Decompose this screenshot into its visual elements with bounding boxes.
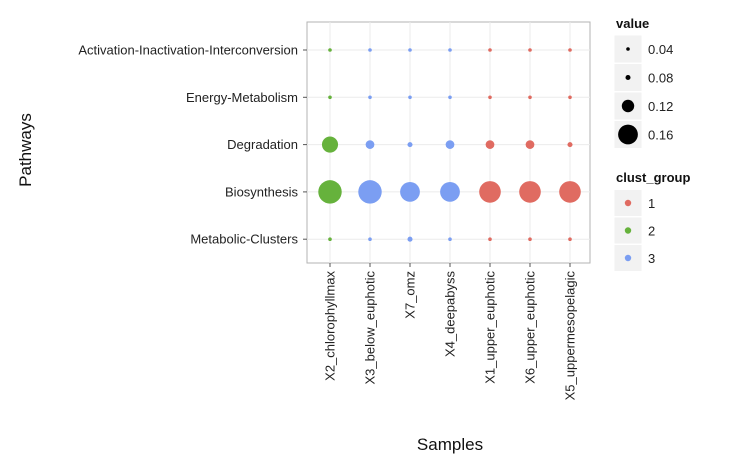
data-point (408, 48, 412, 52)
data-point (488, 237, 492, 241)
size-legend-point (618, 124, 638, 145)
color-legend-point (624, 254, 632, 262)
y-tick-label: Energy-Metabolism (186, 90, 298, 105)
size-legend-label: 0.12 (648, 99, 673, 114)
data-point (568, 237, 572, 241)
color-legend-label: 2 (648, 224, 655, 239)
color-legend-point (624, 227, 632, 234)
data-point (407, 142, 413, 148)
color-legend-point (624, 199, 632, 207)
data-point (358, 180, 382, 204)
size-legend-label: 0.08 (648, 71, 673, 86)
data-point (567, 142, 573, 148)
data-point (559, 181, 581, 203)
data-point (440, 182, 460, 202)
data-point (568, 48, 572, 52)
size-legend-title: value (616, 16, 649, 31)
data-point (488, 95, 492, 100)
data-point (368, 48, 372, 52)
size-legend: value 0.04 0.08 0.12 0.16 (613, 16, 673, 149)
size-legend-label: 0.16 (648, 128, 673, 143)
color-legend-key (613, 216, 643, 245)
x-tick-label: X1_upper_euphotic (483, 271, 498, 384)
data-point (328, 237, 332, 241)
size-legend-point (625, 74, 631, 81)
data-point (488, 48, 492, 52)
x-tick-label: X2_chlorophyllmax (323, 271, 338, 381)
size-legend-label: 0.04 (648, 42, 673, 57)
data-point (368, 95, 372, 100)
size-legend-key (613, 63, 643, 92)
data-point (328, 48, 332, 52)
y-tick-label: Metabolic-Clusters (190, 232, 298, 247)
data-point (408, 95, 412, 100)
data-point (318, 180, 342, 204)
size-legend-point (626, 47, 630, 51)
data-point (448, 237, 452, 241)
color-legend: clust_group 1 2 3 (613, 170, 690, 272)
data-point (528, 237, 532, 241)
data-point (528, 48, 532, 52)
data-point (328, 95, 332, 100)
data-point (365, 140, 375, 149)
x-axis-title: Samples (417, 435, 483, 454)
x-tick-label: X3_below_euphotic (363, 271, 378, 385)
data-point (528, 95, 532, 100)
size-legend-point (621, 99, 635, 113)
data-point (448, 48, 452, 52)
data-point (445, 140, 455, 149)
x-tick-label: X7_omz (403, 271, 418, 319)
x-tick-label: X6_upper_euphotic (523, 271, 538, 384)
y-tick-labels: Activation-Inactivation-Interconversion E… (78, 43, 298, 247)
data-point (400, 182, 420, 202)
x-tick-label: X5_uppermesopelagic (563, 271, 578, 401)
data-points (318, 48, 581, 242)
color-legend-label: 1 (648, 196, 655, 211)
y-axis-title: Pathways (16, 113, 35, 187)
data-point (321, 136, 339, 153)
x-tick-label: X4_deepabyss (443, 271, 458, 358)
color-legend-title: clust_group (616, 170, 690, 185)
data-point (485, 140, 495, 149)
data-point (368, 237, 372, 241)
data-point (519, 181, 541, 203)
data-point (448, 95, 452, 100)
y-tick-label: Activation-Inactivation-Interconversion (78, 43, 298, 58)
x-tick-labels: X2_chlorophyllmax X3_below_euphotic X7_omz… (323, 271, 578, 401)
color-legend-label: 3 (648, 251, 655, 266)
data-point (407, 236, 413, 242)
y-tick-label: Degradation (227, 137, 298, 152)
data-point (568, 95, 572, 100)
y-tick-label: Biosynthesis (225, 184, 298, 199)
data-point (525, 140, 535, 149)
data-point (479, 181, 501, 203)
